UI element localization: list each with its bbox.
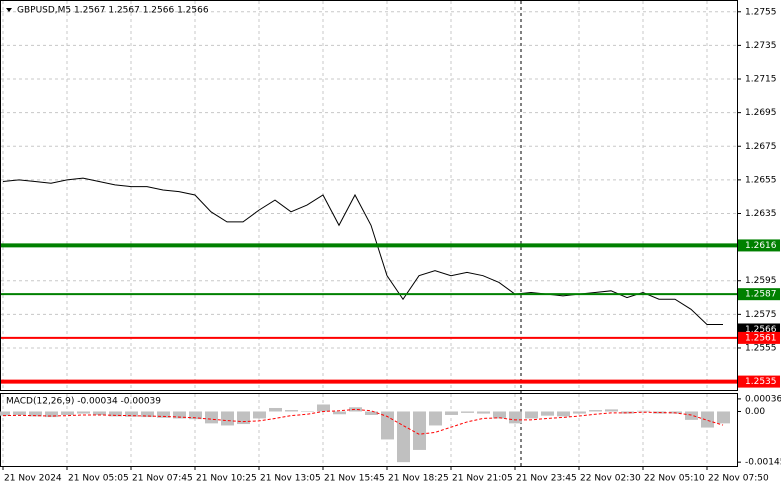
macd-bar: [253, 411, 266, 419]
macd-bar: [509, 411, 522, 424]
x-tick-label: 21 Nov 23:45: [516, 474, 577, 484]
macd-bar: [717, 411, 730, 424]
macd-bar: [29, 411, 42, 417]
main-panel: [0, 0, 738, 391]
macd-bar: [13, 411, 26, 415]
y-tick-label: -0.00145: [745, 458, 781, 468]
y-tick-label: 1.2655: [745, 175, 777, 185]
macd-bar: [605, 409, 618, 412]
macd-bar: [77, 411, 90, 414]
y-tick-label: 0.00: [745, 407, 765, 417]
level-label-box: [738, 375, 780, 388]
x-tick-label: 21 Nov 10:25: [196, 474, 257, 484]
level-label: 1.2535: [745, 377, 777, 387]
macd-bar: [141, 411, 154, 418]
macd-bar: [45, 411, 58, 418]
level-label-box: [738, 288, 780, 301]
macd-bar: [589, 410, 602, 412]
macd-bar: [621, 411, 634, 414]
level-label-box: [738, 239, 780, 252]
macd-bar: [125, 411, 138, 417]
macd-bar: [461, 411, 474, 413]
y-tick-label: 1.2635: [745, 209, 777, 219]
y-tick-label: 1.2755: [745, 7, 777, 17]
macd-title: MACD(12,26,9) -0.00034 -0.00039: [6, 397, 161, 407]
macd-bar: [397, 411, 410, 463]
y-tick-label: 0.00036: [745, 394, 781, 404]
macd-bar: [301, 411, 314, 412]
macd-bar: [381, 411, 394, 440]
macd-panel: [0, 393, 738, 467]
y-tick-label: 1.2595: [745, 276, 777, 286]
macd-bar: [477, 411, 490, 414]
macd-bar: [445, 411, 458, 415]
macd-bar: [269, 407, 282, 412]
macd-bar: [317, 404, 330, 412]
price-line: [2, 177, 723, 325]
x-tick-label: 21 Nov 18:25: [388, 474, 449, 484]
level-label: 1.2616: [745, 241, 777, 251]
macd-bar: [333, 411, 346, 415]
macd-bar: [221, 411, 234, 426]
macd-bar: [701, 411, 714, 428]
macd-bar: [365, 411, 378, 415]
macd-bar: [189, 411, 202, 420]
macd-bar: [349, 407, 362, 412]
x-tick-label: 21 Nov 2024: [4, 474, 62, 484]
x-tick-label: 22 Nov 02:30: [580, 474, 641, 484]
macd-bar: [61, 411, 74, 415]
y-tick-label: 1.2715: [745, 75, 777, 85]
macd-bar: [413, 411, 426, 450]
y-tick-label: 1.2575: [745, 310, 777, 320]
x-tick-label: 21 Nov 07:45: [132, 474, 193, 484]
x-tick-label: 22 Nov 05:10: [644, 474, 705, 484]
macd-bar: [237, 411, 250, 425]
signal-line: [2, 408, 724, 435]
x-tick-label: 21 Nov 21:05: [452, 474, 513, 484]
macd-bar: [93, 411, 106, 415]
macd-bar: [573, 411, 586, 414]
y-tick-label: 1.2675: [745, 142, 777, 152]
x-tick-label: 22 Nov 07:50: [708, 474, 769, 484]
level-label: 1.2561: [745, 333, 777, 343]
macd-bar: [637, 410, 650, 412]
y-tick-label: 1.2555: [745, 343, 777, 353]
level-label: 1.2587: [745, 290, 777, 300]
macd-bar: [541, 411, 554, 416]
x-tick-label: 21 Nov 13:05: [260, 474, 321, 484]
macd-bar: [285, 410, 298, 412]
level-label-box: [738, 331, 780, 344]
macd-bar: [557, 411, 570, 417]
chart-title: GBPUSD,M5 1.2567 1.2567 1.2566 1.2566: [17, 6, 209, 16]
x-tick-label: 21 Nov 15:45: [324, 474, 385, 484]
macd-bar: [525, 411, 538, 419]
macd-bar: [429, 411, 442, 426]
macd-bar: [685, 411, 698, 420]
macd-bar: [493, 411, 506, 419]
y-tick-label: 1.2695: [745, 108, 777, 118]
macd-bar: [0, 411, 10, 416]
symbol-menu-icon[interactable]: [6, 8, 12, 12]
level-label: 1.2566: [745, 325, 777, 335]
macd-bar: [109, 411, 122, 417]
macd-bar: [173, 411, 186, 419]
y-tick-label: 1.2735: [745, 41, 777, 51]
x-tick-label: 21 Nov 05:05: [68, 474, 129, 484]
macd-bar: [205, 411, 218, 424]
macd-bar: [157, 411, 170, 418]
